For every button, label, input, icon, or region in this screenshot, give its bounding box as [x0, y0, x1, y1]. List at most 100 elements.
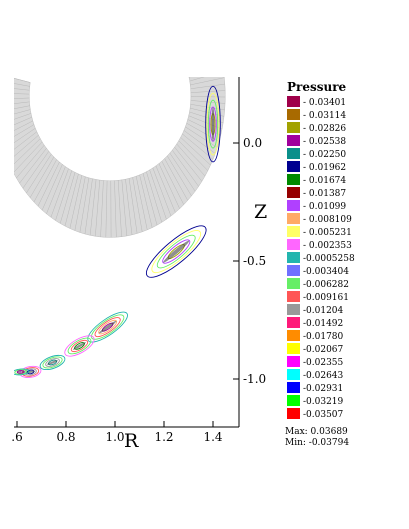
mesh-line: [166, 0, 190, 34]
mesh-line: [154, 0, 173, 24]
mesh-line: [26, 154, 52, 194]
mesh-line: [186, 46, 218, 66]
x-axis-label: R: [124, 430, 139, 452]
mesh-line: [184, 40, 216, 62]
mesh-line: [187, 119, 221, 136]
mesh-line: [130, 0, 139, 14]
mesh-line: [164, 158, 188, 201]
mesh-line: [180, 137, 211, 166]
mesh-line: [148, 0, 164, 21]
legend-label: - 0.01387: [303, 189, 346, 199]
contour-line: [45, 358, 60, 367]
max-value: Max: 0.03689: [285, 427, 348, 437]
mesh-line: [167, 155, 192, 197]
mesh-line: [173, 7, 200, 42]
legend-label: - 0.01099: [303, 202, 346, 212]
mesh-line: [105, 180, 108, 238]
mesh-line: [97, 0, 101, 11]
mesh-line: [14, 105, 30, 109]
legend-label: - 0.002353: [303, 241, 352, 251]
mesh-line: [14, 97, 30, 99]
contour-line: [209, 106, 217, 142]
contour-line: [145, 225, 207, 278]
legend-label: -0.02643: [303, 371, 344, 381]
legend: Pressure - 0.03401- 0.03114- 0.02826- 0.…: [287, 80, 355, 420]
legend-swatch: [287, 395, 300, 406]
contour-line: [151, 230, 202, 274]
mesh-line: [14, 93, 30, 95]
contour-core: [73, 342, 86, 350]
mesh-line: [169, 152, 196, 192]
mesh-line: [120, 0, 124, 11]
mesh-line: [37, 161, 60, 207]
contour-line: [70, 339, 89, 353]
mesh-line: [41, 164, 63, 211]
mesh-line: [84, 178, 93, 235]
mesh-line: [144, 0, 159, 19]
mesh-line: [189, 77, 205, 82]
mesh-line: [146, 171, 162, 223]
legend-swatch: [287, 109, 300, 120]
y-tick-label: 0.0: [243, 136, 262, 150]
contour-core: [163, 240, 190, 263]
mesh-line: [95, 180, 100, 237]
legend-swatch: [287, 239, 300, 250]
contour-line: [64, 335, 95, 357]
mesh-line: [112, 0, 113, 11]
legend-label: -0.0005258: [303, 254, 355, 264]
mesh-line: [117, 180, 122, 237]
legend-swatch: [287, 226, 300, 237]
mesh-line: [178, 140, 208, 171]
mesh-line: [14, 101, 30, 104]
pressure-island: [64, 335, 95, 357]
mesh-line: [14, 141, 43, 173]
legend-swatch: [287, 291, 300, 302]
legend-swatch: [287, 96, 300, 107]
legend-swatch: [287, 330, 300, 341]
mesh-line: [135, 176, 148, 230]
legend-label: -0.006282: [303, 280, 349, 290]
x-tick-label: 1.2: [154, 430, 173, 444]
contour-line: [162, 239, 191, 264]
mesh-line: [181, 29, 211, 56]
mesh-line: [137, 0, 149, 16]
legend-label: - 0.02250: [303, 150, 346, 160]
contour-core: [16, 371, 25, 373]
mesh-line: [128, 178, 138, 234]
legend-label: -0.02931: [303, 384, 343, 394]
legend-swatch: [287, 382, 300, 393]
mesh-line: [190, 83, 225, 89]
legend-label: -0.03507: [303, 410, 344, 420]
mesh-line: [139, 174, 153, 228]
mesh-line: [188, 59, 221, 74]
legend-swatch: [287, 187, 300, 198]
pressure-island: [145, 225, 207, 278]
mesh-line: [14, 109, 31, 115]
legend-label: -0.009161: [303, 293, 349, 303]
x-tick-label: 1.4: [203, 430, 222, 444]
mesh-line: [89, 179, 97, 236]
mesh-line: [33, 159, 57, 203]
legend-label: -0.02067: [303, 345, 344, 355]
mesh-line: [127, 0, 134, 13]
mesh-line: [74, 176, 86, 231]
legend-title: Pressure: [287, 80, 347, 94]
mesh-line: [14, 120, 33, 131]
mesh-line: [188, 77, 191, 78]
mesh-line: [14, 131, 37, 150]
contour-line: [94, 317, 121, 338]
mesh-line: [92, 0, 97, 12]
mesh-line: [142, 173, 158, 226]
plot-area: [14, 0, 226, 378]
mesh-line: [100, 180, 104, 237]
x-tick-label: 1.0: [105, 430, 124, 444]
mesh-line: [190, 77, 225, 86]
contour-core: [98, 320, 117, 334]
mesh-line: [114, 180, 117, 238]
mesh-line: [46, 166, 66, 214]
mesh-line: [161, 161, 184, 205]
mesh-line: [14, 83, 30, 87]
legend-label: - 0.02538: [303, 137, 346, 147]
mesh-line: [14, 78, 31, 83]
